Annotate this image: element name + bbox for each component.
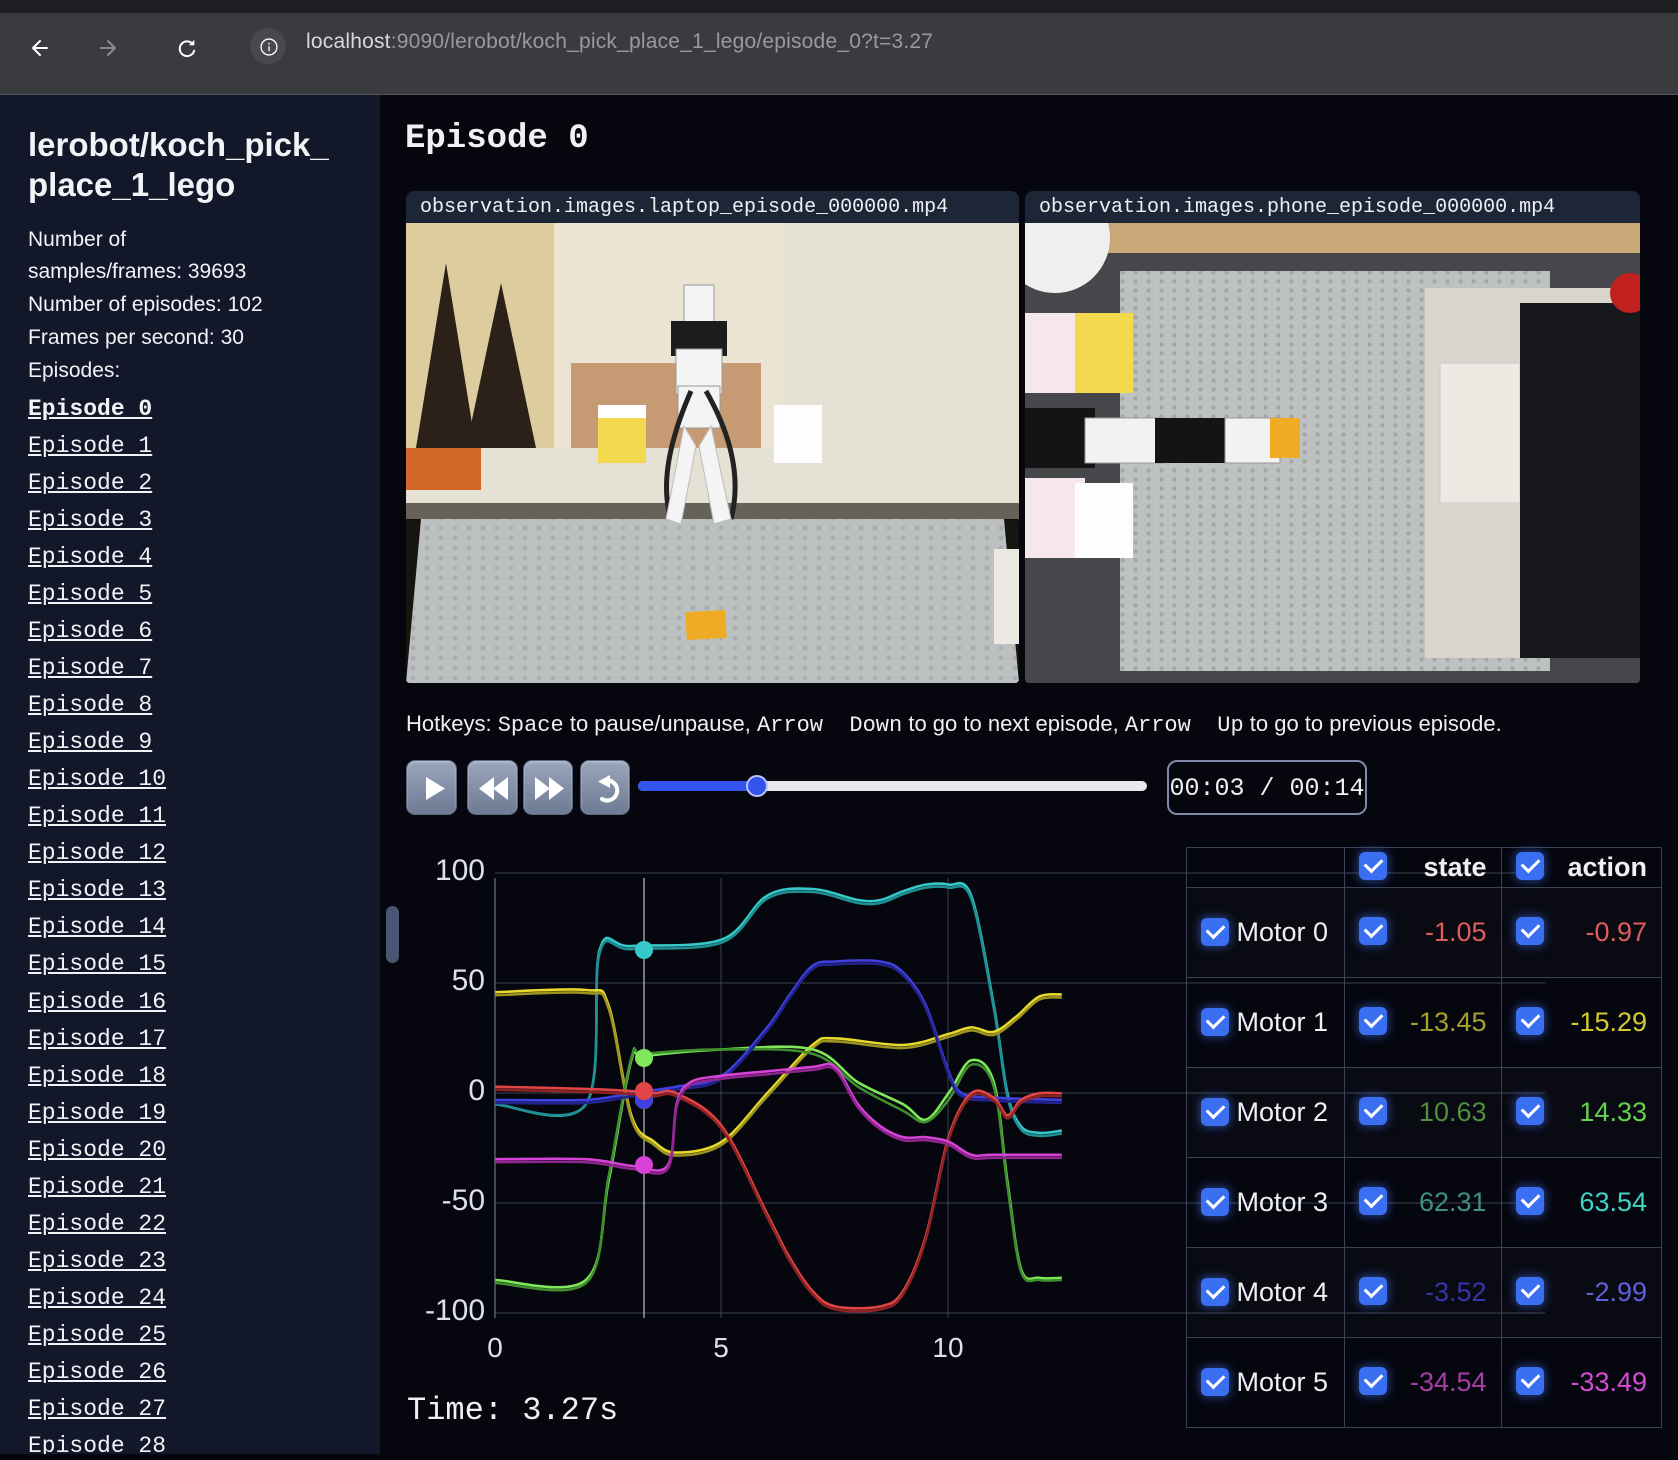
svg-text:0: 0 <box>468 1074 485 1107</box>
svg-text:100: 100 <box>435 854 485 887</box>
svg-text:50: 50 <box>452 964 485 997</box>
svg-text:5: 5 <box>713 1332 729 1363</box>
svg-text:10: 10 <box>932 1332 963 1363</box>
svg-text:0: 0 <box>487 1332 503 1363</box>
svg-text:-100: -100 <box>425 1294 485 1327</box>
svg-text:-50: -50 <box>442 1184 485 1217</box>
